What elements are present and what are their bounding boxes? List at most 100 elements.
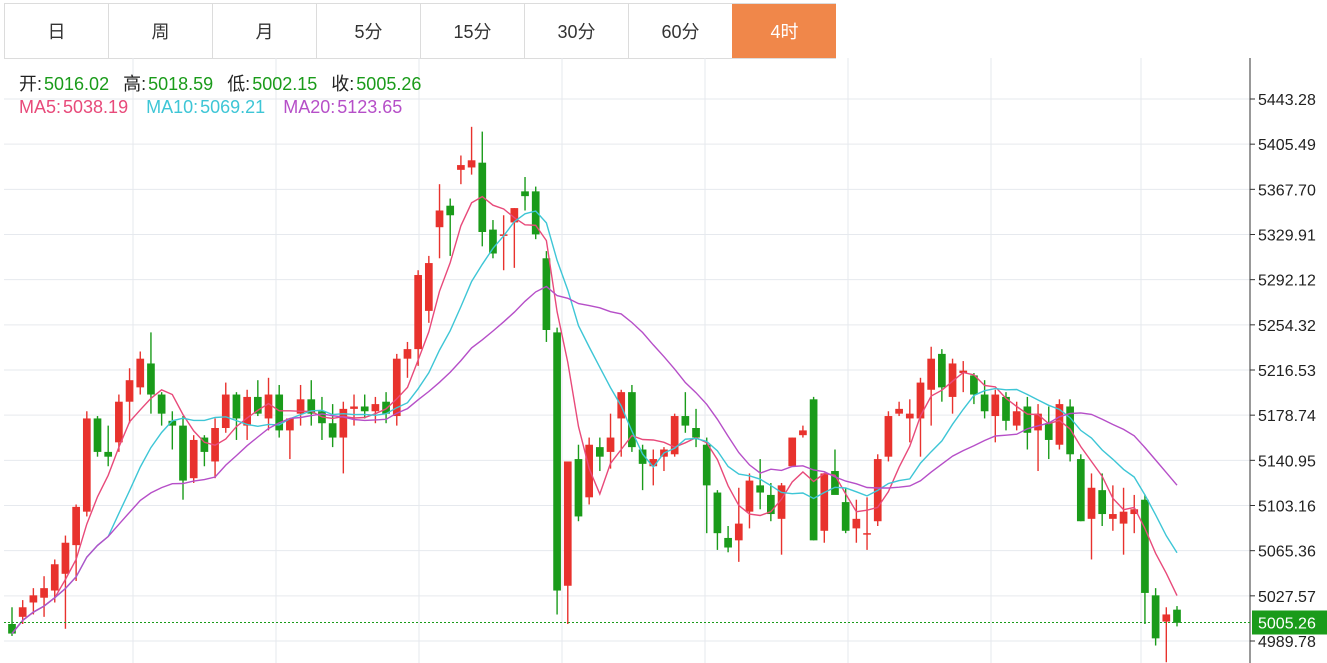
candle-body <box>948 363 957 397</box>
candle-body <box>863 533 871 535</box>
candle-body <box>617 392 626 419</box>
candle-body <box>980 394 989 412</box>
candle-body <box>542 258 551 330</box>
y-tick-label: 5329.91 <box>1258 227 1316 244</box>
ohlc-readout: 开: 5016.02 高: 5018.59 低: 5002.15 收: 5005.26 <box>19 70 435 96</box>
candle-body <box>595 447 604 457</box>
high-label: 高: <box>123 74 147 94</box>
candle-body <box>563 461 572 586</box>
y-tick-label: 5140.95 <box>1258 453 1316 470</box>
candle-body <box>232 394 241 419</box>
candle-body <box>29 595 38 603</box>
candle-body <box>243 396 251 426</box>
candle-body <box>371 404 380 412</box>
candle-body <box>1066 406 1074 455</box>
candle-body <box>852 518 861 529</box>
candle-body <box>179 425 187 481</box>
candle-body <box>1034 413 1042 431</box>
candle-body <box>403 349 412 359</box>
ma5-value: 5038.19 <box>63 97 129 117</box>
candle-body <box>499 234 508 236</box>
candle-body <box>777 485 786 519</box>
candle-body <box>18 607 27 617</box>
candle-body <box>628 392 636 448</box>
candle-body <box>692 428 700 438</box>
candle-body <box>1098 490 1107 515</box>
candle-body <box>1076 459 1085 522</box>
candle-body <box>1087 487 1096 519</box>
ma10-line <box>11 210 1178 635</box>
candle-body <box>350 406 358 409</box>
candle-body <box>382 401 390 414</box>
tab-30min[interactable]: 30分 <box>524 4 628 58</box>
candle-body <box>1044 423 1053 440</box>
last-price-label: 5005.26 <box>1258 615 1316 632</box>
y-tick-label: 5405.49 <box>1258 137 1316 154</box>
candle-body <box>221 394 230 429</box>
candle-body <box>93 418 102 452</box>
y-tick-label: 5103.16 <box>1258 498 1316 515</box>
candle-body <box>724 537 732 548</box>
open-label: 开: <box>19 74 43 94</box>
candle-body <box>1173 609 1181 623</box>
candle-body <box>147 363 155 395</box>
high-value: 5018.59 <box>148 74 214 94</box>
candle-body <box>756 485 765 493</box>
tab-4hour[interactable]: 4时 <box>732 4 836 58</box>
candle-body <box>1141 499 1149 593</box>
candle-body <box>189 439 198 479</box>
candle-body <box>660 449 668 457</box>
candle-body <box>489 229 497 254</box>
candle-body <box>905 413 914 419</box>
candle-body <box>61 542 70 574</box>
ma5-label: MA5: <box>19 97 62 117</box>
candle-body <box>1012 411 1021 426</box>
candle-body <box>767 494 775 515</box>
y-tick-label: 5367.70 <box>1258 182 1316 199</box>
candle-body <box>1023 406 1032 433</box>
y-tick-label: 5443.28 <box>1258 92 1316 109</box>
candle-body <box>457 165 465 170</box>
candle-body <box>916 382 925 419</box>
candle-body <box>831 471 839 495</box>
candle-body <box>991 394 1000 417</box>
tab-60min[interactable]: 60分 <box>628 4 732 58</box>
candle-body <box>809 399 818 541</box>
candle-body <box>959 370 968 374</box>
candle-body <box>211 428 219 462</box>
y-tick-label: 5292.12 <box>1258 273 1316 290</box>
candle-body <box>307 399 316 414</box>
tab-week[interactable]: 周 <box>108 4 212 58</box>
candle-body <box>713 492 722 534</box>
tab-day[interactable]: 日 <box>4 4 108 58</box>
candle-body <box>1162 614 1171 622</box>
candle-body <box>1002 396 1010 421</box>
tab-15min[interactable]: 15分 <box>420 4 524 58</box>
candle-body <box>435 210 444 228</box>
candle-body <box>1055 404 1064 445</box>
tab-5min[interactable]: 5分 <box>316 4 420 58</box>
candle-body <box>446 205 455 216</box>
candle-body <box>360 406 369 412</box>
candle-body <box>799 430 807 436</box>
candle-body <box>104 451 113 457</box>
ma10-value: 5069.21 <box>200 97 266 117</box>
y-tick-label: 5216.53 <box>1258 363 1316 380</box>
candle-body <box>1151 595 1160 639</box>
open-value: 5016.02 <box>44 74 110 94</box>
candle-body <box>339 408 348 438</box>
candle-body <box>681 416 690 426</box>
ma20-label: MA20: <box>283 97 336 117</box>
candle-body <box>424 263 433 311</box>
ma5-line <box>11 195 1178 635</box>
candle-body <box>200 437 209 452</box>
candle-body <box>938 353 946 388</box>
candle-body <box>670 416 679 455</box>
candle-body <box>82 418 91 512</box>
candle-body <box>275 394 284 431</box>
candle-body <box>970 375 978 395</box>
candle-body <box>841 502 850 531</box>
candle-body <box>414 275 422 350</box>
tab-month[interactable]: 月 <box>212 4 316 58</box>
candle-body <box>286 418 294 431</box>
